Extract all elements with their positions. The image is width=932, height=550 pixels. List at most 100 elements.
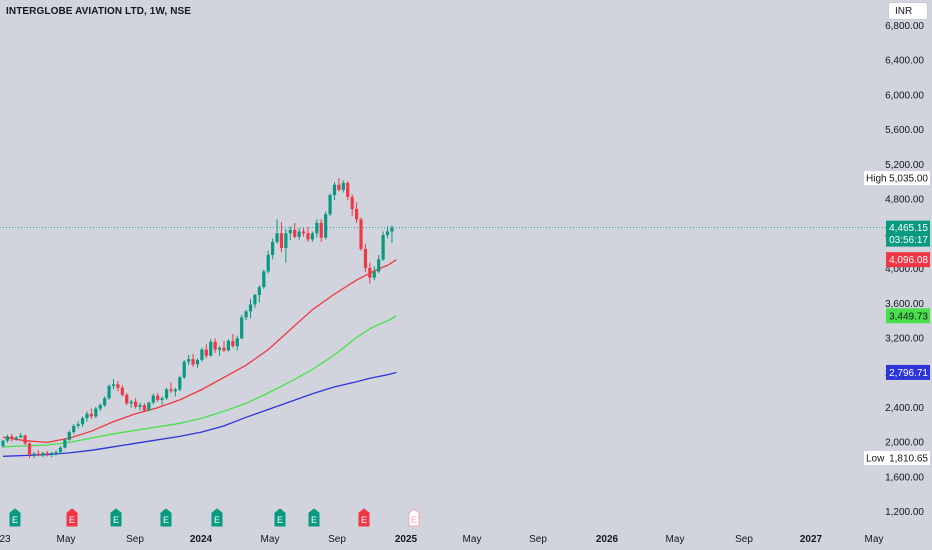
- earnings-marker[interactable]: E: [408, 508, 420, 527]
- candle-body: [36, 453, 40, 456]
- candle-body: [244, 311, 248, 318]
- candle: [293, 222, 297, 239]
- candle-body: [58, 447, 63, 452]
- candle: [266, 250, 270, 274]
- candle: [27, 442, 32, 459]
- candle-body: [76, 424, 80, 426]
- candle-body: [85, 413, 89, 419]
- candle-body: [341, 182, 345, 190]
- candle-body: [120, 387, 124, 395]
- candle-body: [324, 214, 328, 238]
- candle-body: [381, 235, 385, 260]
- bar-countdown: 03:56:17: [889, 235, 928, 246]
- candle-body: [213, 341, 217, 350]
- candle: [363, 243, 368, 273]
- candle-body: [355, 208, 359, 220]
- time-axis[interactable]: 23 May Sep 2024 May Sep 2025 May Sep 2026 May Sep 20…: [0, 534, 883, 545]
- chart-title: INTERGLOBE AVIATION LTD, 1W, NSE: [6, 6, 192, 17]
- candle-body: [390, 227, 394, 232]
- candle: [134, 398, 138, 409]
- price-tick-label: 2,400.00: [885, 403, 924, 414]
- candle: [332, 182, 337, 201]
- candle: [350, 194, 354, 216]
- earnings-marker[interactable]: E: [9, 508, 21, 527]
- price-tick-label: 5,600.00: [885, 125, 924, 136]
- earnings-marker[interactable]: E: [358, 508, 370, 527]
- high-tag-bg: [864, 171, 930, 186]
- earnings-marker[interactable]: E: [308, 508, 320, 527]
- ma-red-tag-bg: [886, 252, 930, 268]
- earnings-marker[interactable]: E: [66, 508, 78, 527]
- candle-body: [293, 229, 297, 237]
- candle: [169, 382, 173, 393]
- candle: [328, 193, 332, 216]
- currency-button[interactable]: INR: [888, 2, 928, 20]
- candle-body: [262, 271, 266, 288]
- time-tick-label: Sep: [529, 534, 547, 545]
- candle: [178, 375, 182, 392]
- earnings-marker[interactable]: E: [110, 508, 122, 527]
- candle: [76, 421, 80, 429]
- candle: [107, 384, 111, 400]
- time-tick-label: 2026: [596, 534, 619, 545]
- earnings-marker[interactable]: E: [160, 508, 172, 527]
- candle: [54, 450, 58, 456]
- earnings-marker-label: E: [214, 515, 220, 525]
- candle: [32, 451, 36, 458]
- candle: [319, 219, 323, 242]
- candle: [222, 340, 226, 353]
- price-tick-label: 1,200.00: [885, 507, 924, 518]
- ma-blue-line: [2, 371, 397, 457]
- price-axis[interactable]: 6,800.00 6,400.00 6,000.00 5,600.00 5,200.00…: [885, 21, 924, 518]
- low-tag-label: Low: [866, 454, 885, 465]
- candle-body: [271, 241, 275, 255]
- candle: [142, 403, 147, 413]
- candle: [195, 358, 200, 368]
- price-tick-label: 2,000.00: [885, 438, 924, 449]
- candle: [151, 393, 155, 405]
- candle-body: [204, 349, 208, 356]
- candle: [85, 411, 89, 422]
- candle: [111, 379, 116, 390]
- candle: [337, 178, 341, 192]
- earnings-marker-label: E: [163, 515, 169, 525]
- candle-body: [23, 435, 27, 444]
- ma-green-line: [2, 315, 397, 448]
- candle-body: [54, 451, 58, 453]
- time-tick-label: 2025: [395, 534, 418, 545]
- ma-red-tag-text: 4,096.08: [889, 255, 928, 266]
- candle-body: [63, 439, 67, 448]
- earnings-marker-shape: [274, 508, 286, 527]
- earnings-marker[interactable]: E: [211, 508, 223, 527]
- candle-body: [10, 436, 14, 439]
- candle: [341, 180, 345, 193]
- earnings-marker-shape: [408, 508, 420, 527]
- candle-body: [142, 405, 147, 411]
- candle: [120, 385, 124, 397]
- candle: [89, 408, 93, 420]
- candle-body: [288, 229, 292, 234]
- candle: [58, 445, 63, 454]
- candle-body: [377, 259, 381, 272]
- earnings-marker[interactable]: E: [274, 508, 286, 527]
- candle-body: [284, 233, 288, 249]
- candle: [204, 344, 208, 359]
- candle-body: [147, 402, 151, 411]
- candle-body: [253, 294, 257, 305]
- candle-body: [337, 184, 341, 190]
- candle-body: [67, 432, 71, 440]
- current-price-value: 4,465.15: [889, 223, 928, 234]
- candle-body: [200, 349, 204, 360]
- ma-green-tag: 3,449.73: [886, 308, 930, 324]
- time-tick-label: May: [666, 534, 685, 545]
- price-tick-label: 4,800.00: [885, 195, 924, 206]
- candle-body: [266, 254, 270, 272]
- candle-body: [151, 395, 155, 403]
- candle-body: [173, 389, 177, 392]
- candle-body: [368, 268, 372, 278]
- ma-blue-tag: 2,796.71: [886, 364, 930, 380]
- earnings-marker-label: E: [311, 515, 317, 525]
- candle-body: [129, 401, 133, 404]
